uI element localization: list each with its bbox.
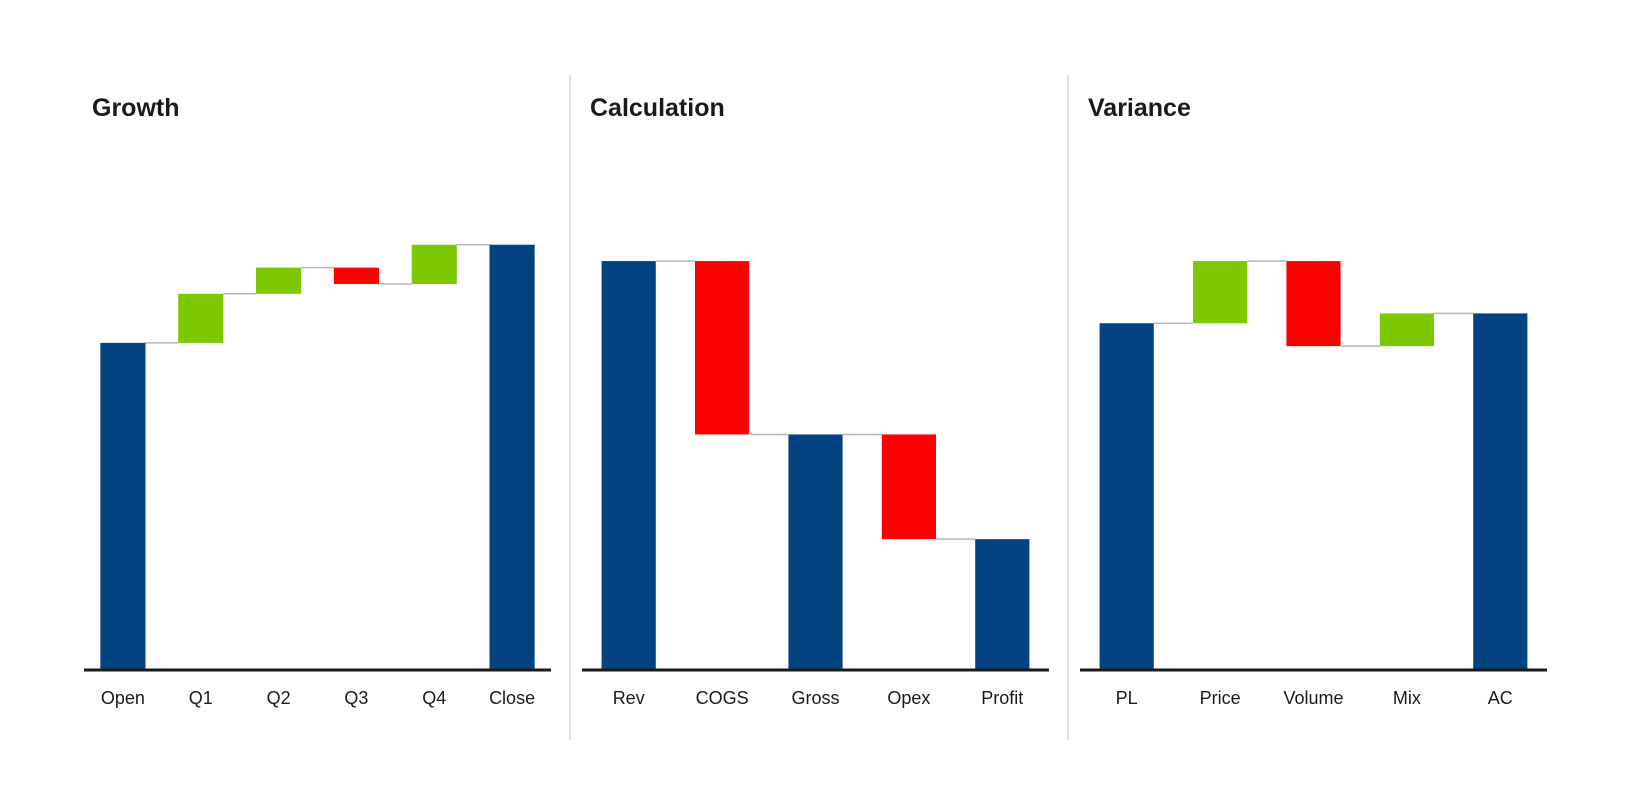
bar (881, 434, 936, 540)
chart-title: Variance (1088, 94, 1191, 122)
bar (178, 293, 224, 343)
x-tick-label: PL (1116, 688, 1138, 708)
x-tick-label: AC (1488, 688, 1513, 708)
bar (489, 244, 535, 670)
x-tick-label: Gross (791, 688, 839, 708)
x-tick-label: Opex (887, 688, 930, 708)
x-tick-label: Close (489, 688, 535, 708)
bar (1193, 261, 1248, 324)
x-tick-label: Open (101, 688, 145, 708)
bar (1099, 323, 1154, 670)
bar (1473, 313, 1528, 670)
bar (695, 261, 750, 435)
chart-title: Growth (92, 94, 180, 122)
bar (601, 261, 656, 670)
bar (333, 267, 379, 284)
chart-title: Calculation (590, 94, 725, 122)
x-tick-label: Q2 (267, 688, 291, 708)
x-tick-label: Q3 (344, 688, 368, 708)
bar (1286, 261, 1341, 347)
bar (788, 434, 843, 670)
bar (1379, 313, 1434, 347)
x-tick-label: Volume (1283, 688, 1343, 708)
bar (100, 342, 146, 670)
bar (975, 539, 1030, 670)
x-tick-label: Price (1200, 688, 1241, 708)
x-tick-label: Profit (981, 688, 1023, 708)
bar (256, 267, 302, 294)
x-tick-label: Rev (613, 688, 645, 708)
x-tick-label: Mix (1393, 688, 1421, 708)
x-tick-label: COGS (696, 688, 749, 708)
bar (411, 244, 457, 284)
x-tick-label: Q4 (422, 688, 446, 708)
x-tick-label: Q1 (189, 688, 213, 708)
